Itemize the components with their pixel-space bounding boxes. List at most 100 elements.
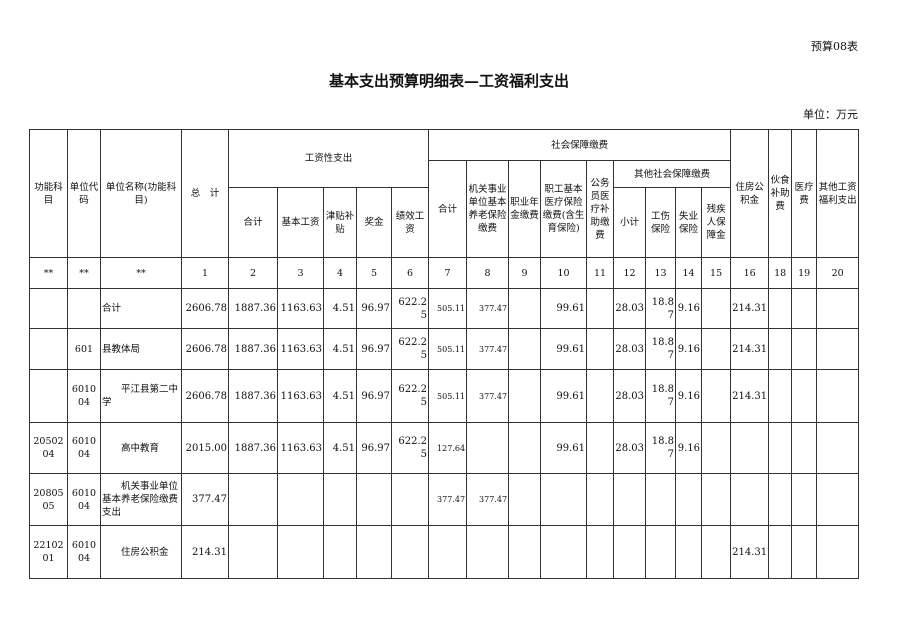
value-cell: 2606.78 xyxy=(181,369,229,423)
index-cell: 6 xyxy=(390,257,430,289)
value-cell: 214.31 xyxy=(730,525,770,579)
index-cell: 3 xyxy=(277,257,324,289)
header-disability: 残疾人保障金 xyxy=(701,187,732,258)
value-cell: 4.51 xyxy=(323,422,357,474)
value-cell xyxy=(586,473,615,526)
table-row: 601 县教体局 2606.78 1887.36 1163.63 4.51 96.97 622… xyxy=(29,328,860,370)
value-cell xyxy=(791,422,818,474)
value-cell xyxy=(768,525,793,579)
header-other-social-group: 其他社会保障缴费 xyxy=(613,160,732,188)
index-cell: 12 xyxy=(613,257,647,289)
value-cell xyxy=(466,422,510,474)
value-cell xyxy=(768,328,793,370)
index-cell: 14 xyxy=(675,257,703,289)
index-cell: ** xyxy=(100,257,182,289)
value-cell: 9.16 xyxy=(675,422,703,474)
value-cell: 9.16 xyxy=(675,369,703,423)
value-cell xyxy=(540,473,588,526)
value-cell xyxy=(613,473,647,526)
value-cell: 505.11 xyxy=(428,369,468,423)
value-cell xyxy=(356,473,392,526)
func-subject-cell xyxy=(29,369,68,423)
unit-code-cell: 601004 xyxy=(67,473,101,526)
value-cell xyxy=(701,369,732,423)
table-row: 2080505 601004 机关事业单位基本养老保险缴费支出 377.47 377.4… xyxy=(29,473,860,526)
header-wage-group: 工资性支出 xyxy=(227,129,430,188)
value-cell: 127.64 xyxy=(428,422,468,474)
value-cell xyxy=(390,473,430,526)
unit-name-cell: 高中教育 xyxy=(100,422,182,474)
value-cell: 18.87 xyxy=(645,369,677,423)
unit-code-cell: 601004 xyxy=(67,369,101,423)
value-cell xyxy=(701,473,732,526)
header-injury: 工伤保险 xyxy=(645,187,677,258)
value-cell xyxy=(508,525,542,579)
header-housing: 住房公积金 xyxy=(730,129,770,258)
value-cell: 622.25 xyxy=(390,328,430,370)
value-cell xyxy=(816,525,860,579)
header-social-group: 社会保障缴费 xyxy=(428,129,732,161)
value-cell: 505.11 xyxy=(428,328,468,370)
value-cell: 1887.36 xyxy=(228,328,278,370)
value-cell: 28.03 xyxy=(613,369,647,423)
value-cell: 28.03 xyxy=(613,288,647,329)
table-row: 合计 2606.78 1887.36 1163.63 4.51 96.97 622.25 50… xyxy=(29,288,860,329)
value-cell xyxy=(356,525,392,579)
value-cell: 96.97 xyxy=(356,328,392,370)
header-unit-name: 单位名称(功能科目) xyxy=(100,129,182,258)
unit-code-cell xyxy=(67,288,101,329)
value-cell: 4.51 xyxy=(323,328,357,370)
value-cell: 4.51 xyxy=(323,288,357,329)
value-cell xyxy=(701,422,732,474)
value-cell xyxy=(791,473,818,526)
value-cell: 377.47 xyxy=(466,288,510,329)
value-cell xyxy=(675,525,703,579)
value-cell xyxy=(508,288,542,329)
func-subject-cell: 2080505 xyxy=(29,473,68,526)
value-cell xyxy=(586,525,615,579)
value-cell xyxy=(791,328,818,370)
value-cell xyxy=(323,525,357,579)
value-cell xyxy=(428,525,468,579)
value-cell xyxy=(586,288,615,329)
header-total: 总 计 xyxy=(181,129,229,258)
header-func-subject: 功能科目 xyxy=(29,129,68,258)
table-row: 601004 平江县第二中学 2606.78 1887.36 1163.63 4.51 96… xyxy=(29,369,860,423)
index-cell: 16 xyxy=(730,257,770,289)
index-cell: ** xyxy=(29,257,68,289)
value-cell xyxy=(508,369,542,423)
table-row: 2210201 601004 住房公积金 214.31 214.31 xyxy=(29,525,860,579)
value-cell xyxy=(768,422,793,474)
value-cell xyxy=(277,525,324,579)
index-cell: 11 xyxy=(586,257,615,289)
value-cell xyxy=(466,525,510,579)
value-cell xyxy=(645,473,677,526)
value-cell: 622.25 xyxy=(390,422,430,474)
index-cell: 19 xyxy=(791,257,818,289)
value-cell xyxy=(701,288,732,329)
value-cell xyxy=(768,473,793,526)
value-cell xyxy=(675,473,703,526)
value-cell xyxy=(508,422,542,474)
value-cell: 377.47 xyxy=(466,328,510,370)
header-unemployment: 失业保险 xyxy=(675,187,703,258)
value-cell: 214.31 xyxy=(730,369,770,423)
header-bonus: 奖金 xyxy=(356,187,392,258)
header-performance: 绩效工资 xyxy=(390,187,430,258)
value-cell xyxy=(586,422,615,474)
header-annuity: 职业年金缴费 xyxy=(508,160,542,258)
index-cell: 8 xyxy=(466,257,510,289)
value-cell xyxy=(323,473,357,526)
value-cell xyxy=(228,525,278,579)
value-cell xyxy=(730,422,770,474)
header-unit-code: 单位代码 xyxy=(67,129,101,258)
value-cell xyxy=(730,473,770,526)
unit-name-cell: 住房公积金 xyxy=(100,525,182,579)
index-cell: 13 xyxy=(645,257,677,289)
value-cell xyxy=(540,525,588,579)
table-row: 2050204 601004 高中教育 2015.00 1887.36 1163.63 4.… xyxy=(29,422,860,474)
page-title: 基本支出预算明细表—工资福利支出 xyxy=(328,72,569,90)
value-cell xyxy=(613,525,647,579)
value-cell xyxy=(645,525,677,579)
value-cell xyxy=(791,288,818,329)
